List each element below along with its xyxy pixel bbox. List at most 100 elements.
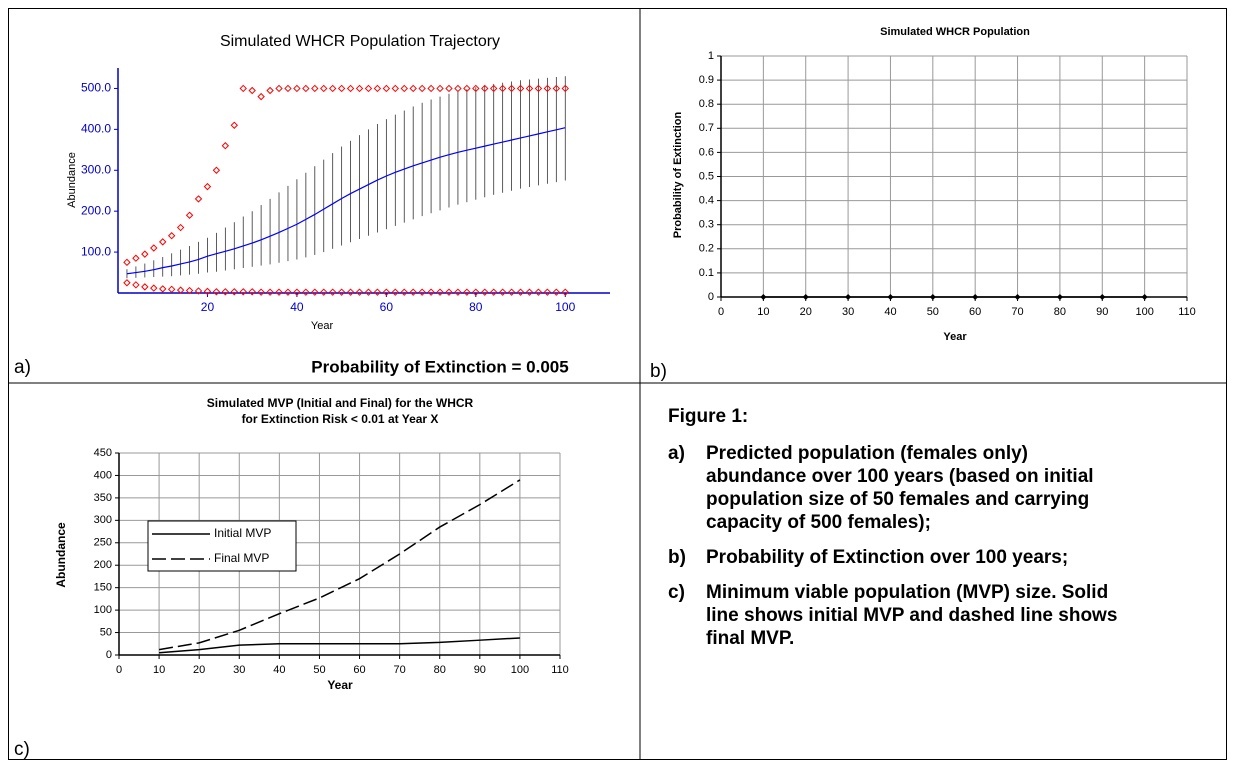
marker xyxy=(373,84,382,93)
caption-label: c) xyxy=(668,582,685,603)
marker xyxy=(230,121,238,129)
y-tick-label: 450 xyxy=(94,447,112,459)
x-axis-label: Year xyxy=(311,320,334,332)
marker xyxy=(123,279,131,287)
marker xyxy=(275,288,283,296)
marker xyxy=(221,288,230,296)
x-tick-label: 40 xyxy=(290,300,304,314)
x-tick-label: 80 xyxy=(434,664,446,676)
marker xyxy=(534,84,543,93)
marker xyxy=(275,84,283,93)
y-axis-label: Abundance xyxy=(66,152,78,208)
series-line xyxy=(159,637,520,654)
legend-label: Initial MVP xyxy=(214,526,271,540)
marker xyxy=(176,286,185,294)
marker xyxy=(185,286,194,295)
marker xyxy=(257,92,265,101)
legend-label: Final MVP xyxy=(214,551,269,565)
marker xyxy=(516,84,525,93)
marker xyxy=(887,294,894,300)
chart-title: Simulated MVP (Initial and Final) for th… xyxy=(207,396,474,410)
x-tick-label: 80 xyxy=(469,300,483,314)
marker xyxy=(481,84,489,93)
caption-label: b) xyxy=(668,547,686,568)
marker xyxy=(1141,294,1148,300)
marker xyxy=(364,84,373,93)
y-tick-label: 150 xyxy=(94,582,112,594)
marker xyxy=(802,294,809,300)
marker xyxy=(507,288,516,296)
y-axis-label: Abundance xyxy=(54,522,68,588)
y-tick-label: 50 xyxy=(100,626,112,638)
marker xyxy=(427,288,435,296)
marker xyxy=(409,288,417,296)
y-tick-label: 400.0 xyxy=(81,122,111,136)
marker xyxy=(845,294,852,300)
marker xyxy=(203,287,212,296)
y-tick-label: 100 xyxy=(94,604,112,616)
marker xyxy=(1056,294,1063,300)
x-axis-label: Year xyxy=(943,331,967,343)
caption-item: a) Predicted population (females only) ab… xyxy=(668,442,1208,534)
x-tick-label: 50 xyxy=(927,306,939,318)
marker xyxy=(445,288,453,296)
marker xyxy=(212,166,221,174)
marker xyxy=(185,211,194,219)
marker xyxy=(454,288,462,296)
marker xyxy=(436,288,444,296)
marker xyxy=(561,288,569,296)
x-tick-label: 60 xyxy=(353,664,365,676)
caption-text: Minimum viable population (MVP) size. So… xyxy=(706,582,1118,649)
marker xyxy=(507,84,516,93)
marker xyxy=(516,288,525,296)
x-axis-label: Year xyxy=(327,678,353,692)
marker xyxy=(364,288,373,296)
x-tick-label: 90 xyxy=(474,664,486,676)
marker xyxy=(543,84,552,93)
caption-text: Probability of Extinction over 100 years… xyxy=(706,547,1069,568)
y-tick-label: 0.1 xyxy=(699,267,714,279)
marker xyxy=(328,288,337,296)
y-tick-label: 0.4 xyxy=(699,195,714,207)
chart-title: for Extinction Risk < 0.01 at Year X xyxy=(242,412,439,426)
marker xyxy=(141,283,149,291)
marker xyxy=(194,195,203,203)
marker xyxy=(337,84,346,93)
series-line xyxy=(158,479,521,651)
y-tick-label: 0.6 xyxy=(699,146,714,158)
marker xyxy=(284,84,292,93)
marker xyxy=(337,288,346,296)
x-tick-label: 90 xyxy=(1096,306,1108,318)
y-tick-label: 400 xyxy=(94,469,112,481)
marker xyxy=(552,84,561,93)
x-tick-label: 0 xyxy=(116,664,122,676)
x-tick-label: 60 xyxy=(380,300,394,314)
marker xyxy=(159,238,167,246)
marker xyxy=(132,281,140,289)
x-tick-label: 30 xyxy=(842,306,854,318)
marker xyxy=(454,84,462,93)
marker xyxy=(311,84,319,93)
caption: Figure 1: a) Predicted population (female… xyxy=(668,405,1208,662)
x-tick-label: 10 xyxy=(153,664,165,676)
x-tick-label: 0 xyxy=(718,306,724,318)
y-tick-label: 0.9 xyxy=(699,74,714,86)
x-tick-label: 20 xyxy=(800,306,812,318)
marker xyxy=(418,288,426,296)
marker xyxy=(176,223,185,232)
marker xyxy=(239,288,247,296)
marker xyxy=(132,254,140,262)
marker xyxy=(472,84,480,93)
x-tick-label: 100 xyxy=(1135,306,1153,318)
marker xyxy=(463,84,471,93)
outer-border xyxy=(8,8,1227,760)
legend-box xyxy=(147,520,297,572)
marker xyxy=(561,84,569,93)
y-tick-label: 100.0 xyxy=(81,244,111,258)
y-tick-label: 500.0 xyxy=(81,81,111,95)
marker xyxy=(328,84,337,93)
panel-label: a) xyxy=(14,357,31,378)
y-tick-label: 300 xyxy=(94,514,112,526)
marker xyxy=(490,288,498,296)
